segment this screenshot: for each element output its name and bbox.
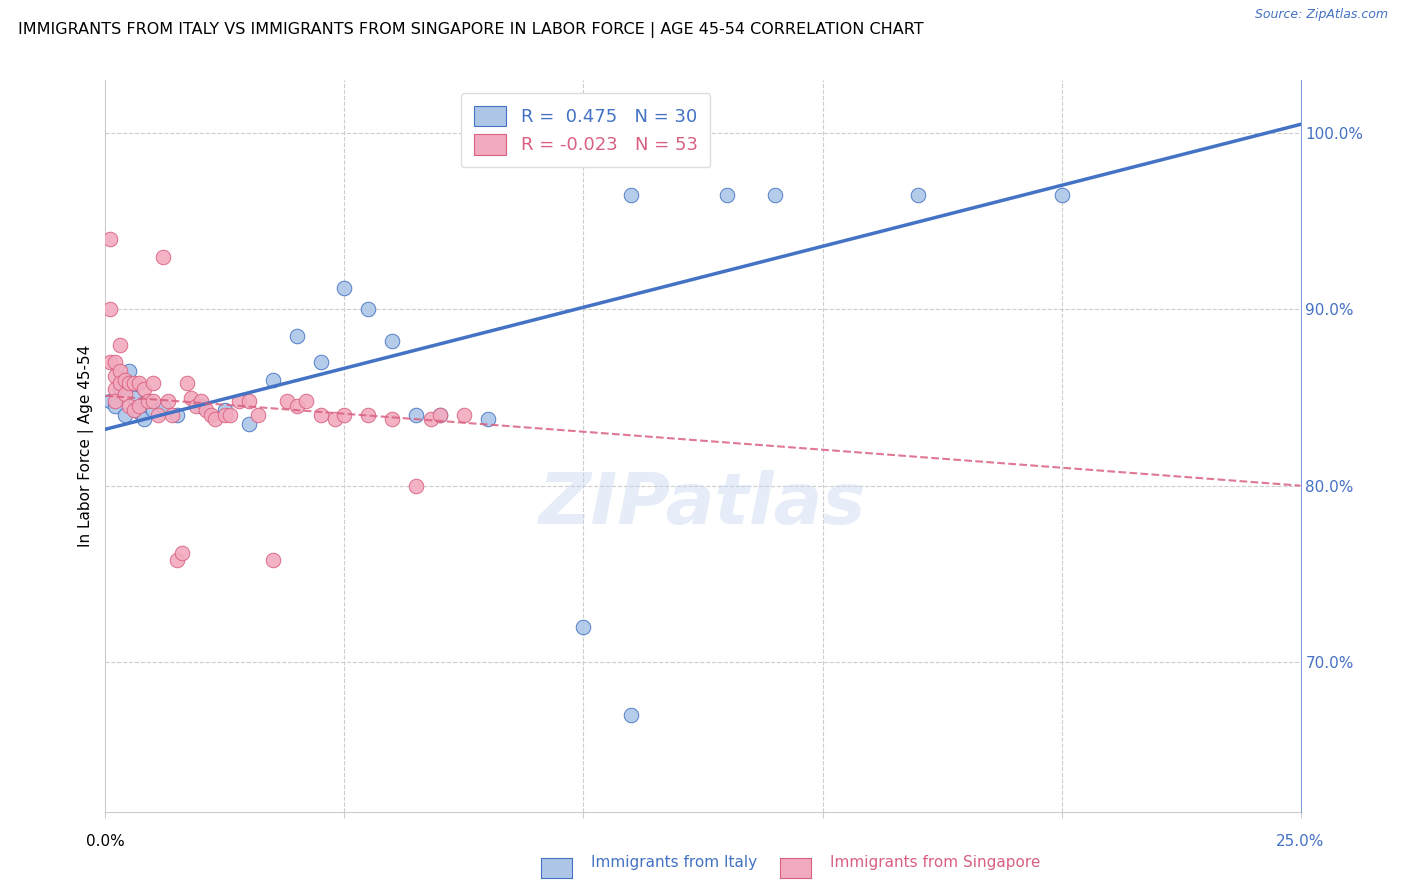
Point xyxy=(108,337,131,351)
Point xyxy=(453,408,475,422)
Point xyxy=(1050,187,1073,202)
Text: IMMIGRANTS FROM ITALY VS IMMIGRANTS FROM SINGAPORE IN LABOR FORCE | AGE 45-54 CO: IMMIGRANTS FROM ITALY VS IMMIGRANTS FROM… xyxy=(18,22,924,38)
Point xyxy=(333,408,356,422)
Point xyxy=(142,402,165,417)
Point xyxy=(218,408,240,422)
Point xyxy=(162,408,184,422)
Point xyxy=(122,376,145,391)
Point xyxy=(204,411,226,425)
Point xyxy=(118,364,141,378)
Text: ZIPatlas: ZIPatlas xyxy=(540,470,866,539)
Point xyxy=(262,552,284,566)
Point xyxy=(477,411,499,425)
Point xyxy=(238,417,260,431)
Point xyxy=(138,394,160,409)
Point xyxy=(104,355,127,369)
Point xyxy=(763,187,786,202)
Point xyxy=(214,408,236,422)
Point xyxy=(104,400,127,414)
Point xyxy=(381,411,404,425)
Text: Immigrants from Italy: Immigrants from Italy xyxy=(591,855,756,870)
Point xyxy=(716,187,738,202)
Point xyxy=(176,376,198,391)
Point xyxy=(98,394,121,409)
Point xyxy=(572,620,595,634)
Point xyxy=(156,394,179,409)
Point xyxy=(238,394,260,409)
Point xyxy=(108,364,131,378)
Y-axis label: In Labor Force | Age 45-54: In Labor Force | Age 45-54 xyxy=(79,345,94,547)
Point xyxy=(108,376,131,391)
Point xyxy=(323,411,346,425)
Point xyxy=(247,408,270,422)
Point xyxy=(114,387,136,401)
Point xyxy=(128,376,150,391)
Point xyxy=(128,400,150,414)
Point xyxy=(166,552,188,566)
Point xyxy=(214,402,236,417)
Legend: R =  0.475   N = 30, R = -0.023   N = 53: R = 0.475 N = 30, R = -0.023 N = 53 xyxy=(461,93,710,167)
Point xyxy=(309,355,332,369)
Point xyxy=(228,394,250,409)
Point xyxy=(620,187,643,202)
Point xyxy=(104,369,127,384)
Point xyxy=(429,408,451,422)
Point xyxy=(152,250,174,264)
Point xyxy=(276,394,298,409)
Point xyxy=(200,408,222,422)
Point xyxy=(381,334,404,348)
Point xyxy=(98,302,121,317)
Point xyxy=(620,707,643,722)
Point xyxy=(170,546,193,560)
Point xyxy=(104,382,127,396)
Text: Immigrants from Singapore: Immigrants from Singapore xyxy=(830,855,1040,870)
Point xyxy=(309,408,332,422)
Point xyxy=(194,402,217,417)
Point xyxy=(152,400,174,414)
Point xyxy=(285,329,308,343)
Point xyxy=(180,391,202,405)
Point xyxy=(118,376,141,391)
Point xyxy=(357,408,380,422)
Point xyxy=(128,404,150,418)
Point xyxy=(132,411,155,425)
Point xyxy=(285,400,308,414)
Point xyxy=(108,382,131,396)
Point xyxy=(333,281,356,295)
Point xyxy=(166,408,188,422)
Text: Source: ZipAtlas.com: Source: ZipAtlas.com xyxy=(1254,8,1388,21)
Point xyxy=(405,478,427,492)
Point xyxy=(118,400,141,414)
Point xyxy=(122,402,145,417)
Point xyxy=(186,400,208,414)
Point xyxy=(146,408,169,422)
Point xyxy=(122,391,145,405)
Text: 0.0%: 0.0% xyxy=(86,834,125,848)
Text: 25.0%: 25.0% xyxy=(1277,834,1324,848)
Point xyxy=(104,394,127,409)
Point xyxy=(295,394,318,409)
Point xyxy=(357,302,380,317)
Point xyxy=(190,394,212,409)
Point xyxy=(907,187,929,202)
Point xyxy=(132,382,155,396)
Point xyxy=(142,394,165,409)
Point xyxy=(405,408,427,422)
Point xyxy=(142,376,165,391)
Point xyxy=(114,408,136,422)
Point xyxy=(419,411,441,425)
Point xyxy=(262,373,284,387)
Point xyxy=(114,373,136,387)
Point xyxy=(98,232,121,246)
Point xyxy=(190,400,212,414)
Point xyxy=(98,355,121,369)
Point xyxy=(429,408,451,422)
